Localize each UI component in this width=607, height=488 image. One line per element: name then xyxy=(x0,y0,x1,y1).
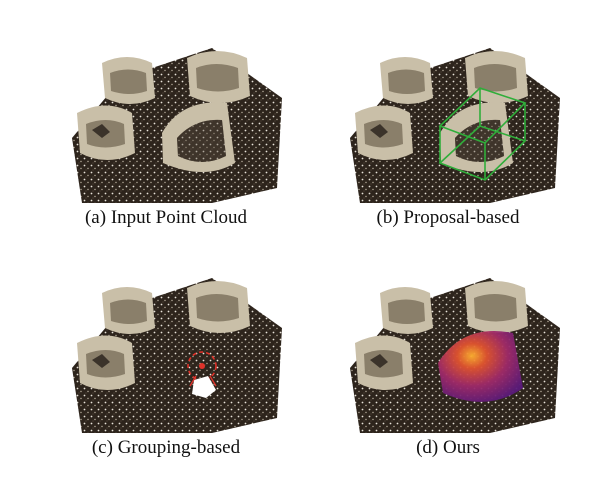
point-cloud-image xyxy=(72,48,282,203)
caption-a: (a) Input Point Cloud xyxy=(84,207,248,228)
heatmap-region xyxy=(438,331,523,402)
caption-b: (b) Proposal-based xyxy=(376,207,520,228)
proposal-image xyxy=(350,48,560,203)
panel-input-point-cloud xyxy=(62,38,287,203)
panel-ours xyxy=(340,268,565,433)
panel-grouping-based xyxy=(62,268,287,433)
bounding-box xyxy=(438,87,527,181)
caption-c: (c) Grouping-based xyxy=(91,437,241,458)
caption-d: (d) Ours xyxy=(416,437,480,458)
ours-image xyxy=(350,278,560,433)
panel-proposal-based xyxy=(340,38,565,203)
group-marker xyxy=(187,351,217,398)
grouping-image xyxy=(72,278,282,433)
